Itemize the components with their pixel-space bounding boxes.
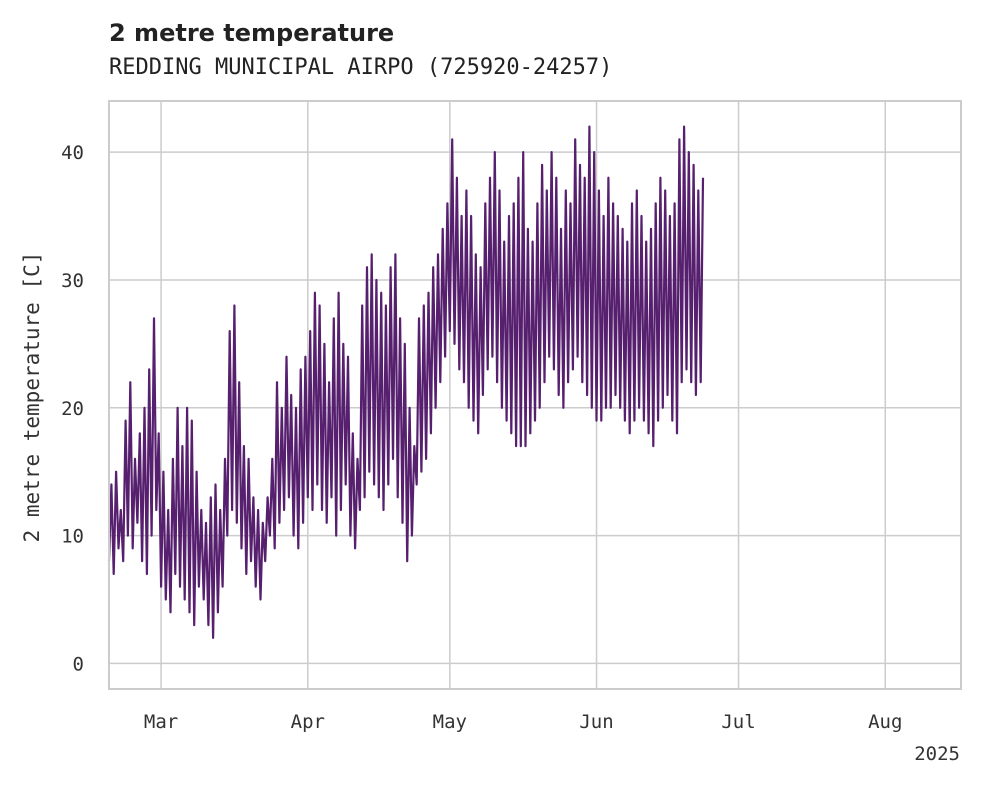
y-tick-labels: 0 10 20 30 40 — [61, 142, 84, 675]
series-group — [107, 125, 705, 640]
y-tick-label: 10 — [61, 526, 84, 548]
x-tick-label: Apr — [291, 711, 325, 733]
x-tick-label: May — [433, 711, 467, 733]
x-tick-label: Jul — [721, 711, 755, 733]
temperature-line — [107, 125, 705, 640]
x-offset-year: 2025 — [914, 743, 960, 765]
y-axis-label: 2 metre temperature [C] — [20, 252, 44, 543]
chart-subtitle: REDDING MUNICIPAL AIRPO (725920-24257) — [109, 55, 612, 80]
plot-frame — [108, 100, 962, 690]
x-tick-labels: Mar Apr May Jun Jul Aug — [144, 711, 903, 733]
x-tick-label: Aug — [868, 711, 902, 733]
x-tick-label: Jun — [579, 711, 613, 733]
chart-title: 2 metre temperature — [109, 19, 394, 47]
y-tick-label: 0 — [73, 653, 84, 675]
y-tick-label: 40 — [61, 142, 84, 164]
y-tick-label: 20 — [61, 398, 84, 420]
y-tick-label: 30 — [61, 270, 84, 292]
x-tick-label: Mar — [144, 711, 178, 733]
